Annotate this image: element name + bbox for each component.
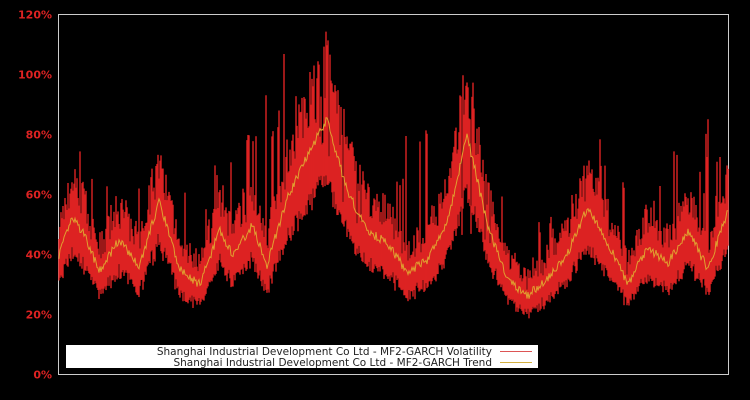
ytick-40: 40% xyxy=(25,248,52,262)
legend: Shanghai Industrial Development Co Ltd -… xyxy=(66,345,538,369)
legend-label-trend: Shanghai Industrial Development Co Ltd -… xyxy=(173,356,492,369)
legend-swatch-volatility xyxy=(500,351,532,352)
ytick-60: 60% xyxy=(25,188,52,202)
ytick-100: 100% xyxy=(18,68,52,82)
ytick-0: 0% xyxy=(33,368,52,382)
legend-label-volatility: Shanghai Industrial Development Co Ltd -… xyxy=(156,345,492,358)
ytick-80: 80% xyxy=(25,128,52,142)
plot-area xyxy=(58,14,729,375)
ytick-120: 120% xyxy=(18,8,52,22)
legend-swatch-trend xyxy=(500,362,532,363)
legend-item-volatility: Shanghai Industrial Development Co Ltd -… xyxy=(156,345,538,358)
trend-series xyxy=(58,117,729,299)
legend-item-trend: Shanghai Industrial Development Co Ltd -… xyxy=(173,356,538,369)
ytick-20: 20% xyxy=(25,308,52,322)
